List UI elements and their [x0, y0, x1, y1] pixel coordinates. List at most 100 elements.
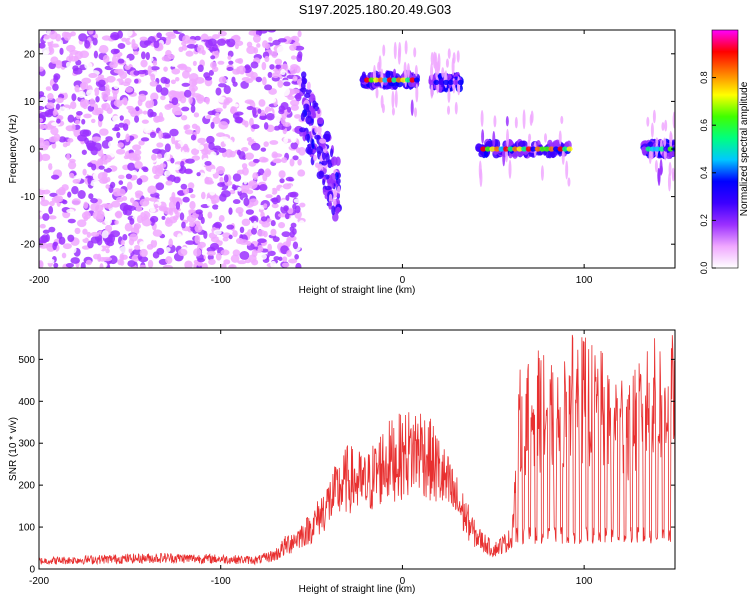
spectrogram-cell	[221, 263, 227, 268]
spectrogram-x-tick-label: -200	[29, 275, 49, 286]
spectrogram-cell	[290, 222, 297, 228]
spectrogram-cell	[62, 243, 72, 250]
spectrogram-cell	[119, 115, 124, 121]
spectrogram-cell	[270, 97, 277, 103]
spectrogram-cell	[294, 114, 301, 119]
spectrogram-cell	[207, 211, 213, 219]
spectrogram-cell	[197, 137, 207, 144]
spectrogram-cell	[48, 226, 56, 233]
spectrogram-cell	[267, 30, 277, 33]
spectrogram-cell	[522, 109, 526, 130]
spectrogram-cell	[251, 259, 259, 266]
spectrogram-cell	[209, 242, 220, 251]
spectrogram-cell	[93, 253, 100, 260]
spectrogram-cell	[95, 95, 100, 103]
spectrogram-cell	[268, 88, 277, 95]
spectrogram-cell	[39, 105, 45, 111]
spectrogram-cell	[69, 172, 75, 179]
spectrogram-cell	[50, 43, 60, 48]
spectrogram-cell	[223, 85, 231, 95]
spectrogram-cell	[147, 259, 154, 268]
spectrogram-cell	[149, 80, 158, 87]
spectrogram-cell	[89, 98, 96, 107]
spectrogram-cell	[257, 238, 267, 244]
spectrogram-cell	[71, 124, 76, 132]
spectrogram-cell	[106, 240, 115, 247]
spectrogram-cell	[102, 256, 113, 262]
spectrogram-cell	[655, 137, 659, 146]
spectrogram-cell	[73, 55, 79, 62]
spectrogram-cell	[128, 152, 138, 161]
spectrogram-cell	[49, 192, 58, 197]
spectrogram-cell	[395, 77, 402, 83]
spectrogram-cell	[415, 83, 419, 103]
spectrogram-cell	[210, 121, 215, 129]
spectrogram-cell	[251, 249, 258, 258]
spectrogram-cell	[246, 240, 252, 246]
spectrogram-cell	[129, 169, 138, 176]
spectrogram-cell	[90, 179, 100, 187]
spectrogram-cell	[164, 97, 170, 106]
spectrogram-cell	[70, 31, 76, 37]
spectrogram-cell	[404, 77, 411, 83]
spectrogram-cell	[168, 238, 174, 248]
spectrogram-cell	[160, 87, 169, 96]
spectrogram-cell	[155, 182, 165, 191]
spectrogram-cell	[70, 257, 80, 264]
spectrogram-cell	[50, 127, 59, 136]
spectrogram-cell	[123, 30, 133, 37]
spectrogram-cell	[194, 234, 201, 244]
spectrogram-cell	[663, 137, 667, 147]
spectrogram-cell	[220, 249, 230, 256]
spectrogram-cell	[150, 73, 156, 82]
spectrogram-cell	[333, 191, 338, 196]
spectrogram-cell	[454, 101, 458, 115]
spectrogram-cell	[192, 60, 197, 66]
spectrogram-cell	[298, 220, 305, 228]
spectrogram-cell	[297, 158, 302, 166]
spectrogram-cell	[124, 78, 132, 84]
spectrogram-cell	[149, 131, 157, 138]
colorbar-label: Normalized spectral amplitude	[739, 81, 750, 216]
spectrogram-cell	[218, 147, 227, 153]
spectrogram-cell	[64, 222, 73, 227]
spectrogram-cell	[271, 203, 279, 209]
spectrogram-cell	[167, 54, 175, 60]
spectrogram-cell	[223, 259, 231, 265]
spectrogram-cell	[153, 40, 160, 49]
spectrogram-cell	[156, 142, 164, 148]
spectrogram-cell	[498, 146, 505, 152]
spectrogram-cell	[321, 160, 328, 166]
spectrogram-cell	[263, 122, 269, 130]
snr-y-tick-label: 400	[18, 397, 35, 408]
spectrogram-cell	[484, 146, 491, 152]
spectrogram-cell	[295, 92, 302, 102]
spectrogram-cell	[285, 176, 294, 182]
spectrogram-x-tick-label: 0	[400, 275, 406, 286]
spectrogram-cell	[381, 103, 385, 114]
spectrogram-cell	[506, 128, 510, 148]
spectrogram-cell	[210, 55, 216, 60]
spectrogram-cell	[118, 174, 125, 180]
spectrogram-cell	[72, 67, 83, 75]
spectrogram-cell	[222, 237, 229, 242]
spectrogram-cell	[106, 75, 116, 83]
spectrogram-cell	[165, 180, 173, 186]
spectrogram-cell	[118, 180, 124, 185]
spectrogram-cell	[81, 77, 92, 84]
spectrogram-cell	[116, 188, 126, 197]
spectrogram-cell	[104, 217, 113, 226]
spectrogram-cell	[171, 191, 176, 201]
spectrogram-cell	[147, 185, 157, 195]
spectrogram-cell	[218, 83, 227, 88]
spectrogram-cell	[150, 239, 158, 248]
spectrogram-cell	[211, 66, 219, 73]
snr-x-tick-label: 100	[576, 576, 593, 587]
spectrogram-cell	[86, 231, 92, 238]
spectrogram-cell	[205, 96, 210, 105]
spectrogram-cell	[239, 250, 250, 260]
spectrogram-cell	[489, 146, 496, 152]
colorbar-strip	[711, 29, 739, 269]
spectrogram-cell	[85, 259, 92, 266]
spectrogram-cell	[137, 99, 143, 107]
